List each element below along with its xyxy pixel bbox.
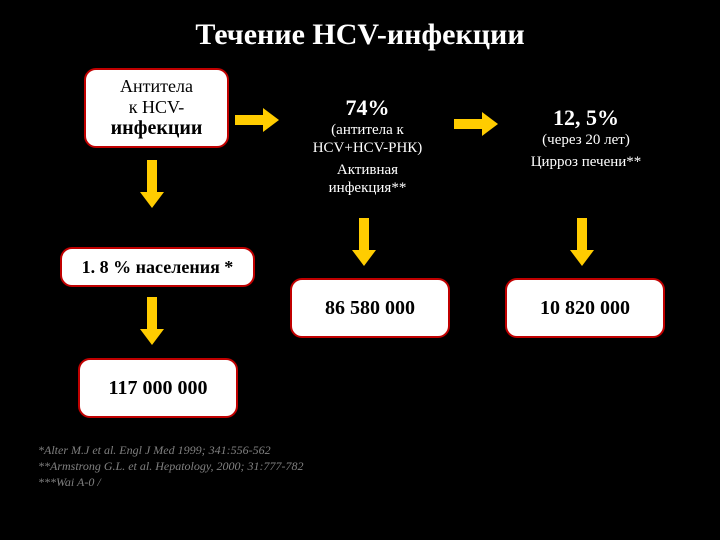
box-antibodies: Антитела к HCV- инфекции [84, 68, 229, 148]
ref-line3: ***Wai A-0 / [38, 474, 304, 490]
box-population: 1. 8 % населения * [60, 247, 255, 287]
arrow-right-2 [454, 112, 498, 136]
antibodies-line2: к HCV- [129, 97, 185, 118]
arrow-down-1 [140, 160, 164, 208]
cirr-num-label: 10 820 000 [540, 297, 630, 320]
ref-line1: *Alter M.J et al. Engl J Med 1999; 341:5… [38, 442, 304, 458]
arrow-down-2 [352, 218, 376, 266]
arrow-down-4 [140, 297, 164, 345]
col3-sub1: (через 20 лет) [506, 131, 666, 149]
arrow-right-1 [235, 108, 279, 132]
references: *Alter M.J et al. Engl J Med 1999; 341:5… [38, 442, 304, 491]
page-title: Течение HCV-инфекции [0, 18, 720, 52]
col2-sub3: Активная [285, 161, 450, 179]
col2-sub2: HCV+HCV-РНК) [285, 139, 450, 157]
box-86m: 86 580 000 [290, 278, 450, 338]
ref-line2: **Armstrong G.L. et al. Hepatology, 2000… [38, 458, 304, 474]
antibodies-line3: инфекции [111, 117, 203, 140]
arrow-down-3 [570, 218, 594, 266]
col3-block: 12, 5% (через 20 лет) Цирроз печени** [506, 105, 666, 171]
col2-sub1: (антитела к [285, 121, 450, 139]
antibodies-line1: Антитела [120, 76, 193, 97]
pop-num-label: 117 000 000 [109, 377, 208, 400]
col2-percent: 74% [285, 95, 450, 121]
col2-sub4: инфекция** [285, 179, 450, 197]
active-num-label: 86 580 000 [325, 297, 415, 320]
col3-percent: 12, 5% [506, 105, 666, 131]
col3-sub2: Цирроз печени** [506, 153, 666, 171]
box-10m: 10 820 000 [505, 278, 665, 338]
population-label: 1. 8 % населения * [82, 257, 234, 278]
box-117m: 117 000 000 [78, 358, 238, 418]
col2-block: 74% (антитела к HCV+HCV-РНК) Активная ин… [285, 95, 450, 197]
